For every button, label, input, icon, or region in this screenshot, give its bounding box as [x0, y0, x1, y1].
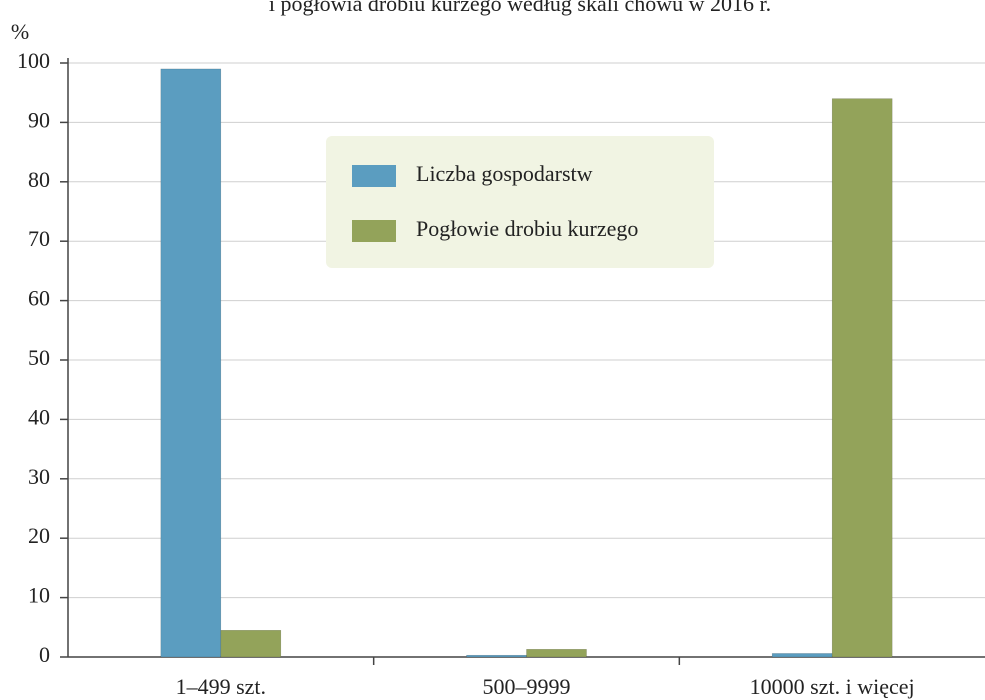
x-tick-label: 1–499 szt. [176, 674, 266, 699]
legend-swatch [352, 220, 396, 242]
bar [771, 653, 833, 658]
bar [160, 68, 222, 658]
legend-label: Liczba gospodarstw [416, 161, 593, 186]
bar [526, 649, 587, 658]
y-tick-label: 20 [28, 523, 50, 548]
y-tick-label: 40 [28, 404, 50, 429]
legend-swatch [352, 165, 396, 187]
legend-label: Pogłowie drobiu kurzego [416, 216, 638, 241]
bar [831, 98, 893, 658]
chart-title: i pogłowia drobiu kurzego według skali c… [269, 0, 771, 16]
legend-box [326, 136, 714, 268]
y-axis-label: % [11, 19, 29, 44]
y-tick-label: 30 [28, 464, 50, 489]
y-tick-label: 10 [28, 583, 50, 608]
bar [466, 654, 527, 658]
y-tick-label: 0 [39, 642, 50, 667]
y-tick-label: 80 [28, 167, 50, 192]
y-tick-label: 90 [28, 107, 50, 132]
y-tick-label: 70 [28, 226, 50, 251]
y-tick-label: 50 [28, 345, 50, 370]
x-tick-label: 500–9999 [483, 674, 571, 699]
y-tick-label: 60 [28, 286, 50, 311]
bar [220, 630, 282, 658]
y-tick-label: 100 [17, 48, 50, 73]
x-tick-label: 10000 szt. i więcej [750, 674, 915, 699]
